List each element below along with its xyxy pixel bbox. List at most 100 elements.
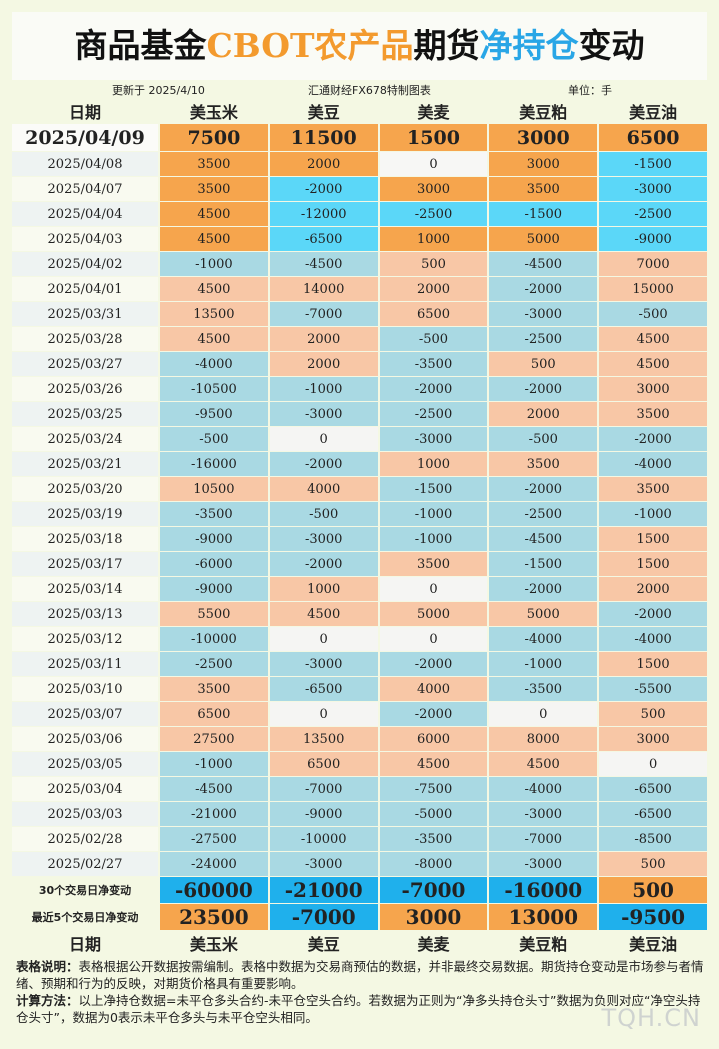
value-cell: 3500 (158, 177, 268, 201)
data-row: 2025/03/31 13500 -7000 6500 -3000 -500 (12, 302, 707, 326)
value-cell: 0 (267, 627, 378, 651)
data-row: 2025/04/07 3500 -2000 3000 3500 -3000 (12, 177, 707, 201)
value-cell: -1000 (487, 652, 598, 676)
column-header: 美豆油 (597, 99, 707, 123)
data-row: 2025/02/27 -24000 -3000 -8000 -3000 500 (12, 852, 707, 876)
title-part: 商品基金 (74, 26, 207, 65)
value-cell: -3000 (267, 852, 378, 876)
value-cell: -9500 (158, 402, 268, 426)
value-cell: -5500 (597, 677, 707, 701)
value-cell: -2500 (487, 502, 598, 526)
column-header: 美豆 (267, 931, 378, 955)
value-cell: 4500 (597, 327, 707, 351)
value-cell: 3000 (377, 177, 488, 201)
value-cell: -2000 (377, 702, 488, 726)
source: 汇通财经FX678特制图表 (308, 84, 431, 97)
note-text: 以上净持仓数据=未平仓多头合约-未平仓空头合约。若数据为正则为“净多头持仓头寸”… (16, 993, 701, 1025)
data-row: 2025/03/11 -2500 -3000 -2000 -1000 1500 (12, 652, 707, 676)
value-cell: 5500 (158, 602, 268, 626)
value-cell: 2000 (267, 352, 378, 376)
value-cell: -4000 (597, 627, 707, 651)
date-cell: 2025/04/04 (12, 202, 158, 226)
value-cell: -4500 (487, 252, 598, 276)
data-row: 2025/03/06 27500 13500 6000 8000 3000 (12, 727, 707, 751)
value-cell: -1500 (487, 202, 598, 226)
date-cell: 2025/03/13 (12, 602, 158, 626)
value-cell: -7000 (267, 302, 378, 326)
value-cell: 4500 (158, 227, 268, 251)
data-row: 2025/03/21 -16000 -2000 1000 3500 -4000 (12, 452, 707, 476)
value-cell: 4500 (158, 202, 268, 226)
date-cell: 2025/03/18 (12, 527, 158, 551)
summary-label: 最近5个交易日净变动 (12, 904, 158, 930)
value-cell: 13500 (267, 727, 378, 751)
value-cell: -4500 (267, 252, 378, 276)
value-cell: 7000 (597, 252, 707, 276)
data-row: 2025/03/07 6500 0 -2000 0 500 (12, 702, 707, 726)
value-cell: -2500 (377, 402, 488, 426)
value-cell: 2000 (597, 577, 707, 601)
data-row: 2025/03/19 -3500 -500 -1000 -2500 -1000 (12, 502, 707, 526)
title-part: 净持仓 (479, 26, 579, 65)
title-part: 变动 (578, 26, 645, 65)
value-cell: -12000 (267, 202, 378, 226)
value-cell: -3500 (487, 677, 598, 701)
value-cell: -2500 (597, 202, 707, 226)
value-cell: -2000 (377, 377, 488, 401)
value-cell: -4000 (487, 777, 598, 801)
value-cell: -7000 (487, 827, 598, 851)
value-cell: 2000 (267, 327, 378, 351)
value-cell: -1000 (377, 527, 488, 551)
value-cell: -1000 (158, 752, 268, 776)
value-cell: 6500 (377, 302, 488, 326)
date-cell: 2025/03/05 (12, 752, 158, 776)
value-cell: 10500 (158, 477, 268, 501)
value-cell: -24000 (158, 852, 268, 876)
data-row: 2025/04/01 4500 14000 2000 -2000 15000 (12, 277, 707, 301)
date-cell: 2025/04/03 (12, 227, 158, 251)
value-cell: -3500 (158, 502, 268, 526)
title-part: CBOT农产品 (206, 26, 414, 65)
value-cell: 0 (267, 702, 378, 726)
value-cell: 2000 (377, 277, 488, 301)
value-cell: -6500 (597, 777, 707, 801)
data-row: 2025/03/26 -10500 -1000 -2000 -2000 3000 (12, 377, 707, 401)
value-cell: 0 (597, 752, 707, 776)
updated: 更新于 2025/4/10 (112, 84, 205, 97)
value-cell: 3500 (597, 402, 707, 426)
value-cell: 3500 (158, 677, 268, 701)
title-part: 期货 (413, 26, 480, 65)
data-row: 2025/02/28 -27500 -10000 -3500 -7000 -8500 (12, 827, 707, 851)
value-cell: 3500 (487, 452, 598, 476)
date-cell: 2025/03/10 (12, 677, 158, 701)
value-cell: -2000 (267, 552, 378, 576)
date-cell: 2025/04/01 (12, 277, 158, 301)
value-cell: -5000 (377, 802, 488, 826)
date-cell: 2025/03/24 (12, 427, 158, 451)
value-cell: 6500 (267, 752, 378, 776)
value-cell: 5000 (377, 602, 488, 626)
summary-value: -60000 (158, 877, 268, 903)
value-cell: -2000 (267, 452, 378, 476)
header-row: 日期 美玉米 美豆 美麦 美豆粕 美豆油 (12, 99, 707, 123)
summary-value: 500 (597, 877, 707, 903)
value-cell: -9000 (597, 227, 707, 251)
note-label: 表格说明： (16, 959, 79, 974)
value-cell: 3000 (487, 124, 598, 151)
value-cell: 0 (377, 627, 488, 651)
header-row: 日期 美玉米 美豆 美麦 美豆粕 美豆油 (12, 931, 707, 955)
data-row: 2025/03/04 -4500 -7000 -7500 -4000 -6500 (12, 777, 707, 801)
data-row: 2025/03/28 4500 2000 -500 -2500 4500 (12, 327, 707, 351)
data-row: 2025/03/10 3500 -6500 4000 -3500 -5500 (12, 677, 707, 701)
value-cell: -6500 (267, 227, 378, 251)
value-cell: 3000 (597, 377, 707, 401)
value-cell: -3000 (597, 177, 707, 201)
value-cell: -500 (597, 302, 707, 326)
value-cell: 14000 (267, 277, 378, 301)
summary-label: 30个交易日净变动 (12, 877, 158, 903)
date-cell: 2025/03/28 (12, 327, 158, 351)
value-cell: 5000 (487, 602, 598, 626)
value-cell: -6500 (267, 677, 378, 701)
date-cell: 2025/03/12 (12, 627, 158, 651)
